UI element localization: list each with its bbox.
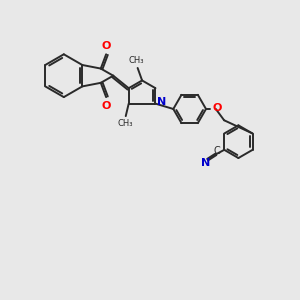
Text: CH₃: CH₃: [128, 56, 144, 65]
Text: N: N: [157, 98, 166, 107]
Text: N: N: [201, 158, 210, 168]
Text: C: C: [214, 146, 220, 156]
Text: O: O: [101, 41, 111, 51]
Text: O: O: [213, 103, 222, 113]
Text: O: O: [101, 101, 111, 111]
Text: CH₃: CH₃: [118, 119, 134, 128]
